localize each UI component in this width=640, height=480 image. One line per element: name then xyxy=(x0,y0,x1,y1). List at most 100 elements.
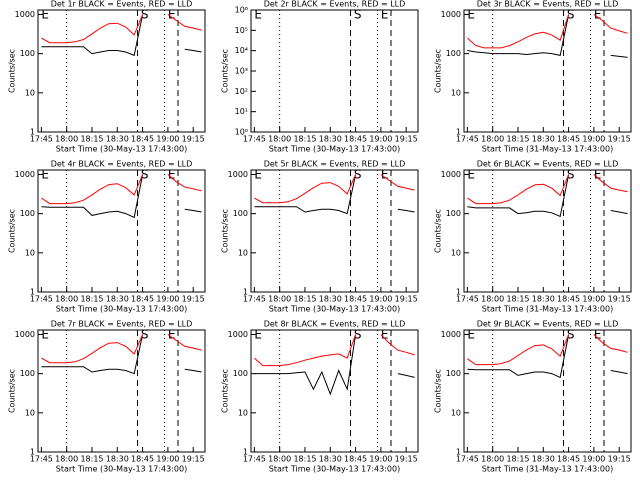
y-tick-label: 10 xyxy=(25,88,35,97)
x-tick-label: 18:45 xyxy=(557,295,580,304)
annotation: E xyxy=(254,328,262,342)
x-tick-label: 18:00 xyxy=(268,135,291,144)
chart-title: Det 6r BLACK = Events, RED = LLD xyxy=(477,160,619,169)
x-tick-label: 18:30 xyxy=(532,455,555,464)
x-tick-label: 18:30 xyxy=(319,455,342,464)
y-tick-label: 100 xyxy=(20,49,35,58)
y-tick-label: 1 xyxy=(456,128,461,137)
annotation: S xyxy=(354,8,362,22)
plot-frame xyxy=(37,169,206,293)
series-line xyxy=(41,174,202,219)
y-tick-label: 1000 xyxy=(441,10,461,19)
annotation: E xyxy=(254,8,262,22)
annotation: E xyxy=(168,328,176,342)
series-line xyxy=(41,14,202,57)
x-tick-label: 17:45 xyxy=(243,135,266,144)
x-tick-label: 19:15 xyxy=(395,295,418,304)
x-axis-label: Start Time (31-May-13 17:43:00) xyxy=(482,305,613,314)
x-tick-label: 18:15 xyxy=(506,135,529,144)
plot-frame xyxy=(250,169,419,293)
annotation: E xyxy=(168,8,176,22)
panel: Det 3r BLACK = Events, RED = LLD Start Ti… xyxy=(434,0,632,154)
x-tick-label: 17:45 xyxy=(243,455,266,464)
y-tick-label: 10 xyxy=(451,408,461,417)
x-tick-label: 17:45 xyxy=(243,295,266,304)
annotation: E xyxy=(594,8,602,22)
x-tick-label: 19:15 xyxy=(182,295,205,304)
x-tick-label: 18:15 xyxy=(293,295,316,304)
x-tick-label: 17:45 xyxy=(456,295,479,304)
x-tick-label: 18:00 xyxy=(481,135,504,144)
y-tick-label: 1000 xyxy=(15,10,35,19)
x-axis-label: Start Time (30-May-13 17:43:00) xyxy=(269,465,400,474)
annotation: S xyxy=(354,168,362,182)
y-tick-label: 1000 xyxy=(441,170,461,179)
y-tick-label: 10² xyxy=(235,87,248,96)
y-tick-label: 10 xyxy=(25,248,35,257)
x-tick-label: 18:15 xyxy=(506,455,529,464)
panel: Det 6r BLACK = Events, RED = LLD Start Ti… xyxy=(434,160,632,314)
x-tick-label: 18:15 xyxy=(80,455,103,464)
y-tick-label: 100 xyxy=(233,369,248,378)
y-tick-label: 10⁰ xyxy=(235,128,248,137)
x-tick-label: 17:45 xyxy=(456,135,479,144)
annotation: E xyxy=(41,328,49,342)
y-tick-label: 1000 xyxy=(228,330,248,339)
annotation: E xyxy=(381,168,389,182)
x-tick-label: 18:45 xyxy=(131,135,154,144)
y-tick-label: 100 xyxy=(446,209,461,218)
chart-title: Det 4r BLACK = Events, RED = LLD xyxy=(51,160,193,169)
annotation: E xyxy=(381,8,389,22)
panel: Det 5r BLACK = Events, RED = LLD Start Ti… xyxy=(221,160,419,314)
annotation: E xyxy=(594,168,602,182)
annotation: S xyxy=(141,328,149,342)
panel: Det 1r BLACK = Events, RED = LLD Start Ti… xyxy=(8,0,206,154)
annotation: S xyxy=(141,168,149,182)
x-tick-label: 19:00 xyxy=(369,135,392,144)
series-line xyxy=(467,14,628,58)
series-line xyxy=(467,334,628,379)
panel: Det 8r BLACK = Events, RED = LLD Start Ti… xyxy=(221,320,419,474)
chart-title: Det 5r BLACK = Events, RED = LLD xyxy=(264,160,406,169)
x-axis-label: Start Time (30-May-13 17:43:00) xyxy=(269,145,400,154)
y-tick-label: 10 xyxy=(451,88,461,97)
x-tick-label: 18:00 xyxy=(481,295,504,304)
panel: Det 2r BLACK = Events, RED = LLD Start Ti… xyxy=(221,0,419,154)
chart-title: Det 3r BLACK = Events, RED = LLD xyxy=(477,0,619,9)
x-tick-label: 18:30 xyxy=(532,135,555,144)
annotation: E xyxy=(254,168,262,182)
panel: Det 4r BLACK = Events, RED = LLD Start Ti… xyxy=(8,160,206,314)
x-tick-label: 18:15 xyxy=(80,295,103,304)
series-line xyxy=(467,174,628,218)
y-axis-label: Counts/sec xyxy=(221,49,230,93)
y-tick-label: 10⁴ xyxy=(235,46,248,55)
x-tick-label: 18:15 xyxy=(80,135,103,144)
y-axis-label: Counts/sec xyxy=(221,209,230,253)
annotation: E xyxy=(381,328,389,342)
x-tick-label: 18:00 xyxy=(55,295,78,304)
plot-frame xyxy=(37,9,206,133)
y-tick-label: 10⁶ xyxy=(235,6,248,15)
x-tick-label: 18:00 xyxy=(55,455,78,464)
x-tick-label: 19:15 xyxy=(608,295,631,304)
x-tick-label: 17:45 xyxy=(456,455,479,464)
y-tick-label: 10³ xyxy=(235,67,248,76)
chart-title: Det 9r BLACK = Events, RED = LLD xyxy=(477,320,619,329)
x-axis-label: Start Time (30-May-13 17:43:00) xyxy=(269,305,400,314)
plot-frame xyxy=(463,9,632,133)
plot-frame xyxy=(37,329,206,453)
x-tick-label: 18:15 xyxy=(293,455,316,464)
x-tick-label: 18:45 xyxy=(557,135,580,144)
y-tick-label: 1000 xyxy=(15,330,35,339)
y-tick-label: 10 xyxy=(238,408,248,417)
y-tick-label: 10 xyxy=(451,248,461,257)
x-tick-label: 18:00 xyxy=(481,455,504,464)
x-axis-label: Start Time (31-May-13 17:43:00) xyxy=(482,145,613,154)
chart-title: Det 1r BLACK = Events, RED = LLD xyxy=(51,0,193,9)
y-axis-label: Counts/sec xyxy=(434,49,443,93)
y-tick-label: 10¹ xyxy=(235,107,248,116)
annotation: S xyxy=(567,8,575,22)
y-tick-label: 1 xyxy=(456,288,461,297)
y-axis-label: Counts/sec xyxy=(8,209,17,253)
x-tick-label: 19:15 xyxy=(182,455,205,464)
